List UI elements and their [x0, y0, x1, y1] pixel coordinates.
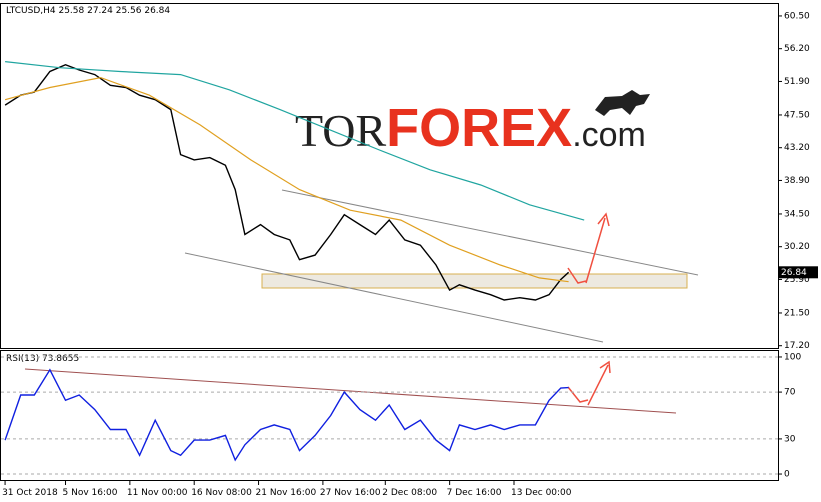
series-line [4, 76, 569, 283]
y-tick-label: 34.50 [784, 209, 810, 219]
price-panel [0, 3, 779, 349]
rsi-header: RSI(13) 73.8655 [6, 354, 79, 364]
rsi-arrow-up [587, 360, 611, 406]
x-tick-label: 31 Oct 2018 [2, 488, 58, 498]
x-tick-label: 13 Dec 00:00 [511, 488, 572, 498]
channel-lower [184, 252, 604, 343]
y-tick-label: 21.50 [784, 308, 810, 318]
rsi-trendline [24, 368, 677, 414]
forecast-arrows [567, 212, 611, 406]
x-tick-label: 21 Nov 16:00 [256, 488, 317, 498]
channel-upper [281, 189, 699, 276]
series-line [5, 61, 585, 221]
logo-tor: TOR [295, 105, 386, 156]
price-header: LTCUSD,H4 25.58 27.24 25.56 26.84 [6, 6, 170, 16]
rsi-panel [0, 350, 779, 481]
y-tick-label: 56.20 [784, 44, 810, 54]
y-tick-label: 70 [784, 388, 796, 398]
arrow-up [585, 212, 610, 284]
last-price-label: 26.84 [781, 268, 807, 278]
arrow-down [567, 267, 587, 284]
y-tick-label: 51.90 [784, 77, 810, 87]
logo: TORFOREX.com [295, 98, 646, 158]
y-tick-label: 38.90 [784, 176, 810, 186]
x-tick-label: 11 Nov 00:00 [127, 488, 188, 498]
x-tick-label: 2 Dec 08:00 [382, 488, 437, 498]
y-tick-label: 47.50 [784, 110, 810, 120]
x-tick-label: 5 Nov 16:00 [63, 488, 118, 498]
y-tick-label: 0 [784, 470, 790, 480]
y-tick-label: 100 [784, 352, 801, 362]
last-price-box [778, 266, 818, 279]
logo-com: .com [572, 116, 646, 154]
x-tick-label: 16 Nov 08:00 [191, 488, 252, 498]
x-tick-label: 27 Nov 16:00 [320, 488, 381, 498]
y-tick-label: 25.90 [784, 275, 810, 285]
support-zone [261, 273, 688, 289]
series-line [4, 63, 570, 301]
y-tick-label: 43.20 [784, 143, 810, 153]
logo-bull [595, 90, 650, 116]
x-tick-label: 7 Dec 16:00 [447, 488, 502, 498]
y-tick-label: 60.50 [784, 11, 810, 21]
y-tick-label: 30 [784, 434, 796, 444]
series-line [4, 368, 569, 462]
y-tick-label: 30.20 [784, 242, 810, 252]
logo-forex: FOREX [386, 98, 572, 158]
y-tick-label: 17.20 [784, 341, 810, 351]
